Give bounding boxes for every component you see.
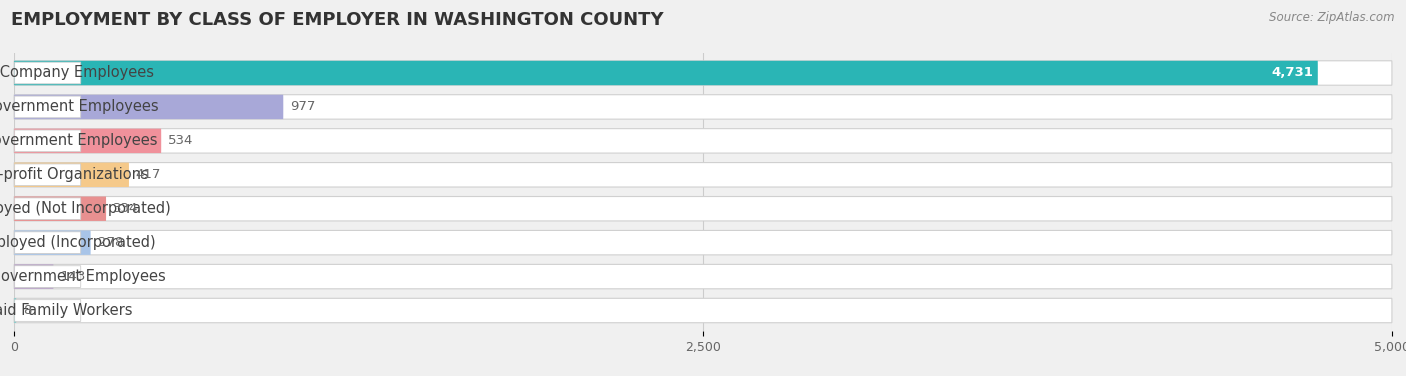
Text: Unpaid Family Workers: Unpaid Family Workers	[0, 303, 132, 318]
Text: 977: 977	[290, 100, 315, 114]
FancyBboxPatch shape	[14, 130, 80, 152]
FancyBboxPatch shape	[14, 264, 1392, 289]
FancyBboxPatch shape	[14, 162, 129, 187]
FancyBboxPatch shape	[14, 300, 80, 321]
Text: 4,731: 4,731	[1272, 67, 1313, 79]
Text: Not-for-profit Organizations: Not-for-profit Organizations	[0, 167, 149, 182]
Text: 143: 143	[60, 270, 86, 283]
FancyBboxPatch shape	[14, 298, 1392, 323]
FancyBboxPatch shape	[14, 298, 17, 323]
FancyBboxPatch shape	[14, 232, 80, 253]
FancyBboxPatch shape	[14, 197, 1392, 221]
FancyBboxPatch shape	[14, 61, 1317, 85]
Text: 417: 417	[136, 168, 162, 181]
Text: 334: 334	[112, 202, 138, 215]
Text: State Government Employees: State Government Employees	[0, 99, 159, 114]
FancyBboxPatch shape	[14, 62, 80, 84]
FancyBboxPatch shape	[14, 95, 1392, 119]
Text: 534: 534	[169, 134, 194, 147]
FancyBboxPatch shape	[14, 164, 80, 186]
FancyBboxPatch shape	[14, 230, 1392, 255]
Text: 278: 278	[97, 236, 122, 249]
Text: Federal Government Employees: Federal Government Employees	[0, 269, 166, 284]
Text: 8: 8	[22, 304, 31, 317]
FancyBboxPatch shape	[14, 95, 283, 119]
FancyBboxPatch shape	[14, 61, 1392, 85]
FancyBboxPatch shape	[14, 264, 53, 289]
FancyBboxPatch shape	[14, 162, 1392, 187]
Text: Source: ZipAtlas.com: Source: ZipAtlas.com	[1270, 11, 1395, 24]
Text: Self-Employed (Incorporated): Self-Employed (Incorporated)	[0, 235, 156, 250]
FancyBboxPatch shape	[14, 198, 80, 220]
FancyBboxPatch shape	[14, 129, 1392, 153]
FancyBboxPatch shape	[14, 266, 80, 287]
FancyBboxPatch shape	[14, 96, 80, 118]
Text: Private Company Employees: Private Company Employees	[0, 65, 153, 80]
FancyBboxPatch shape	[14, 230, 90, 255]
FancyBboxPatch shape	[14, 197, 105, 221]
FancyBboxPatch shape	[14, 129, 162, 153]
Text: Local Government Employees: Local Government Employees	[0, 133, 157, 149]
Text: EMPLOYMENT BY CLASS OF EMPLOYER IN WASHINGTON COUNTY: EMPLOYMENT BY CLASS OF EMPLOYER IN WASHI…	[11, 11, 664, 29]
Text: Self-Employed (Not Incorporated): Self-Employed (Not Incorporated)	[0, 201, 172, 216]
